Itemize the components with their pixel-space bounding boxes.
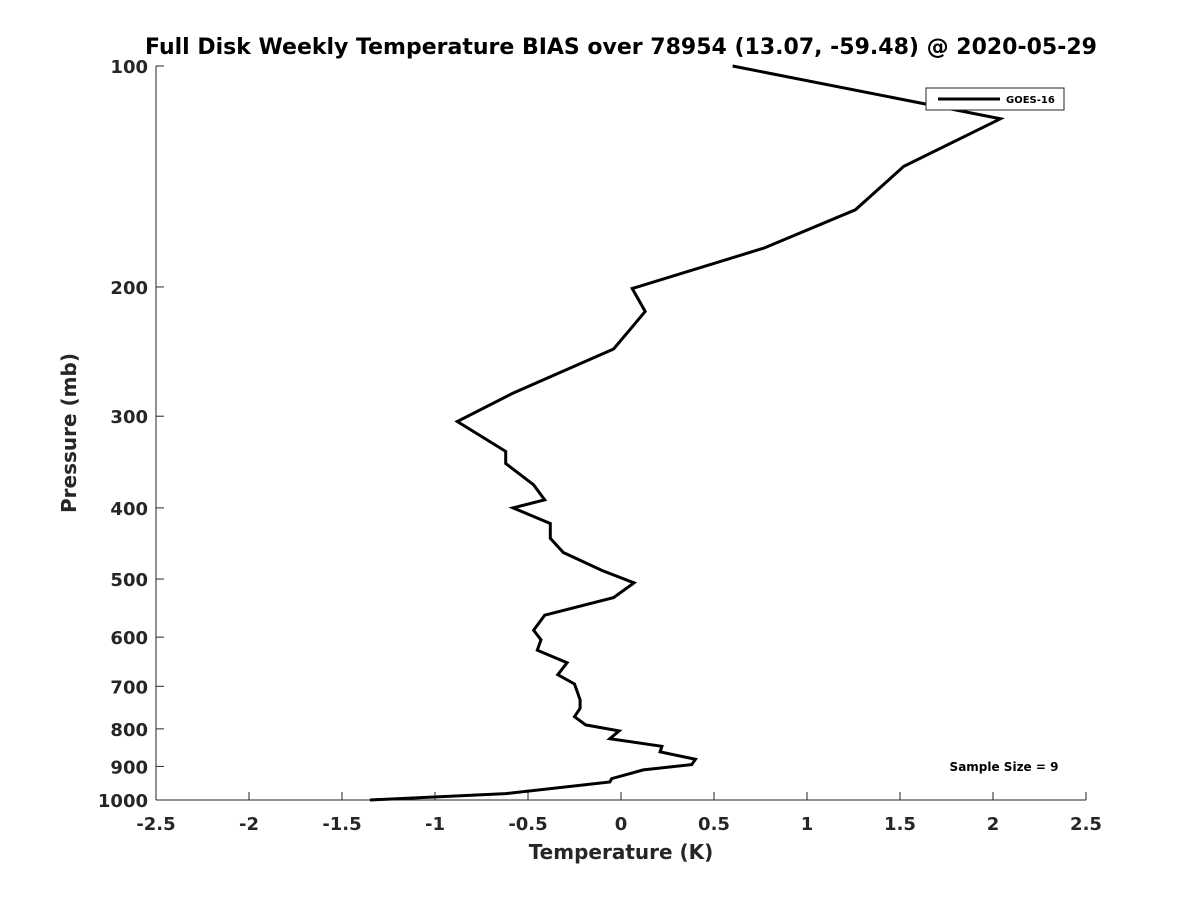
x-tick-label: -1 — [425, 814, 445, 835]
y-tick-label: 600 — [110, 628, 148, 649]
legend-entry-goes-16: GOES-16 — [1006, 95, 1055, 106]
series-line-goes-16 — [369, 64, 1006, 802]
sample-size-note: Sample Size = 9 — [950, 760, 1059, 774]
y-tick-label: 800 — [110, 720, 148, 741]
legend: GOES-16 — [925, 87, 1065, 111]
x-tick-label: 2 — [987, 814, 1000, 835]
x-tick-label: -1.5 — [322, 814, 361, 835]
x-tick-label: 1.5 — [884, 814, 916, 835]
x-tick-label: -2.5 — [136, 814, 175, 835]
y-tick-label: 200 — [110, 278, 148, 299]
x-axis-ticks: -2.5 -2 -1.5 -1 -0.5 0 0.5 1 1.5 2 2.5 — [136, 792, 1102, 835]
y-axis-ticks: 100 200 300 400 500 600 700 800 900 1000 — [98, 57, 164, 812]
x-tick-label: 2.5 — [1070, 814, 1102, 835]
x-tick-label: 1 — [801, 814, 814, 835]
y-tick-label: 300 — [110, 407, 148, 428]
y-axis-label: Pressure (mb) — [57, 353, 81, 513]
y-tick-label: 500 — [110, 570, 148, 591]
x-tick-label: -2 — [239, 814, 259, 835]
chart-title: Full Disk Weekly Temperature BIAS over 7… — [145, 35, 1097, 60]
x-tick-label: 0.5 — [698, 814, 730, 835]
y-tick-label: 100 — [110, 57, 148, 78]
y-tick-label: 700 — [110, 677, 148, 698]
series-group — [369, 64, 1006, 802]
y-tick-label: 1000 — [98, 791, 148, 812]
x-axis-label: Temperature (K) — [529, 840, 714, 864]
y-tick-label: 900 — [110, 757, 148, 778]
y-tick-label: 400 — [110, 499, 148, 520]
x-tick-label: 0 — [615, 814, 628, 835]
x-tick-label: -0.5 — [508, 814, 547, 835]
